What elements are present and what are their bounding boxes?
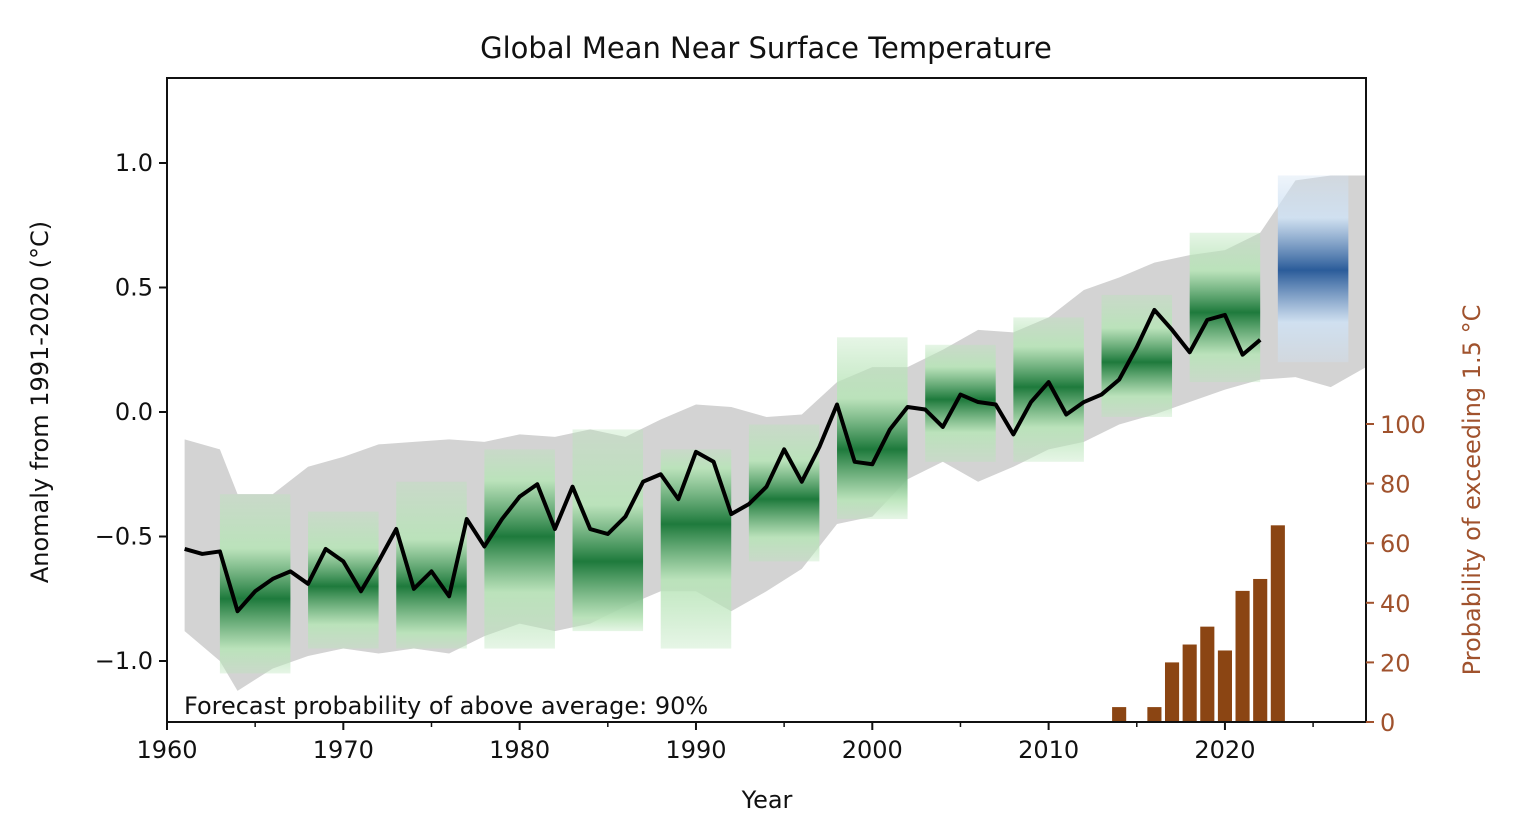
y-tick-label: −0.5: [95, 523, 153, 551]
y2-axis-label: Probability of exceeding 1.5 °C: [1458, 305, 1486, 676]
y2-tick-label: 60: [1380, 530, 1411, 558]
hindcast-block: [484, 449, 555, 648]
y2-tick-label: 20: [1380, 649, 1411, 677]
hindcast-block: [1102, 295, 1173, 417]
probability-bar: [1200, 627, 1214, 722]
y-tick-label: 1.0: [115, 149, 153, 177]
annotation-text: Forecast probability of above average: 9…: [184, 692, 708, 720]
y-tick-label: −1.0: [95, 647, 153, 675]
y-tick-label: 0.5: [115, 274, 153, 302]
probability-bar: [1271, 525, 1285, 722]
hindcast-block: [837, 337, 908, 519]
x-tick-label: 2010: [1018, 736, 1079, 764]
hindcast-block: [1013, 317, 1084, 461]
forecast-block: [1278, 175, 1349, 362]
hindcast-block: [573, 429, 644, 631]
y-axis-label: Anomaly from 1991-2020 (°C): [26, 221, 54, 583]
plot-area: [185, 175, 1366, 722]
probability-bar: [1183, 645, 1197, 722]
probability-bar: [1165, 662, 1179, 722]
x-axis-label: Year: [741, 786, 793, 814]
y2-tick-label: 80: [1380, 471, 1411, 499]
x-tick-label: 1980: [489, 736, 550, 764]
y2-tick-label: 100: [1380, 411, 1426, 439]
probability-bar: [1147, 707, 1161, 722]
x-tick-label: 2000: [842, 736, 903, 764]
chart-title: Global Mean Near Surface Temperature: [480, 31, 1052, 65]
y2-tick-label: 0: [1380, 709, 1395, 737]
probability-bar: [1218, 650, 1232, 722]
probability-bar: [1112, 707, 1126, 722]
x-tick-label: 1960: [136, 736, 197, 764]
x-tick-label: 2020: [1194, 736, 1255, 764]
x-tick-label: 1970: [313, 736, 374, 764]
hindcast-block: [1190, 233, 1261, 382]
y-tick-label: 0.0: [115, 398, 153, 426]
y2-tick-label: 40: [1380, 590, 1411, 618]
x-tick-label: 1990: [665, 736, 726, 764]
probability-bar: [1236, 591, 1250, 722]
probability-bar: [1253, 579, 1267, 722]
